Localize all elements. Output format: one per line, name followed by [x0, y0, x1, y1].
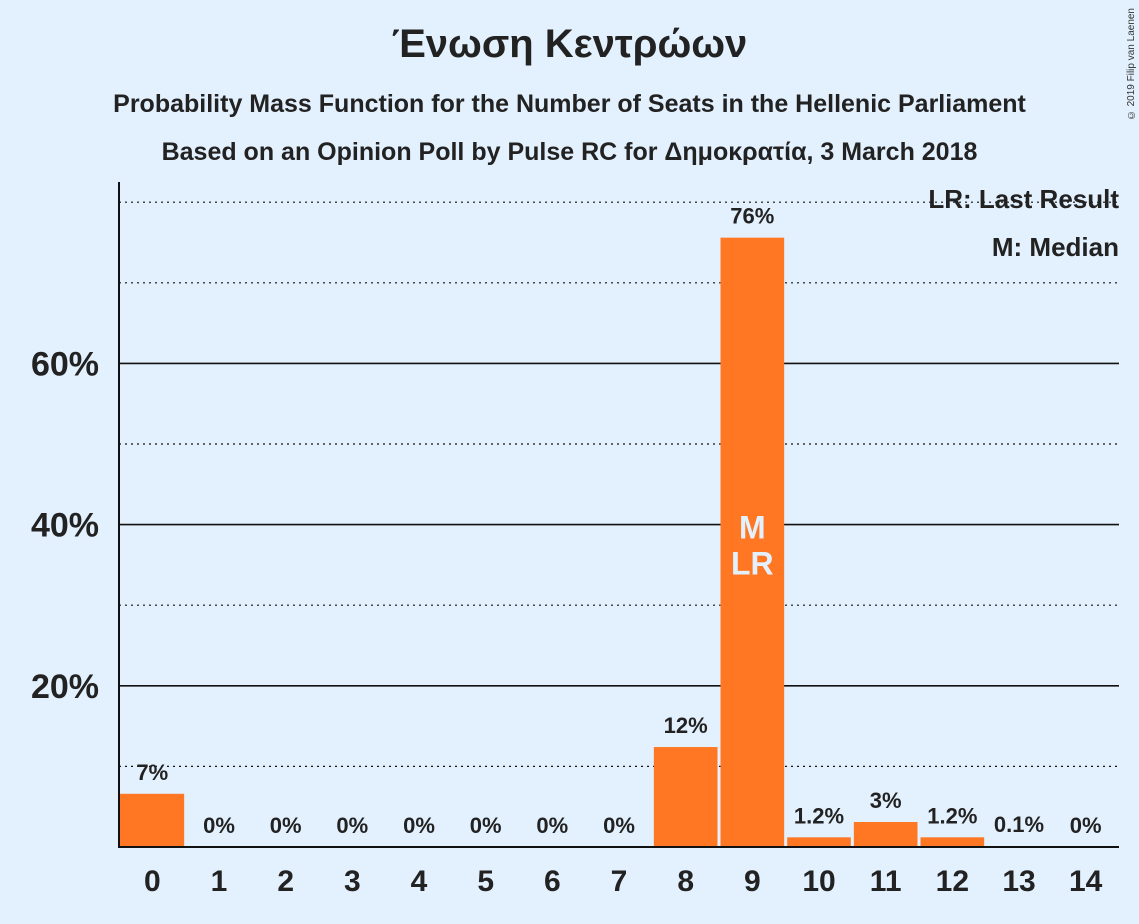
x-tick-label: 5 — [477, 865, 494, 898]
x-tick-label: 7 — [611, 865, 628, 898]
bar-value-label: 7% — [136, 760, 168, 785]
chart-subtitle-2: Based on an Opinion Poll by Pulse RC for… — [161, 138, 978, 166]
x-tick-label: 8 — [677, 865, 694, 898]
bar-value-label: 76% — [730, 204, 774, 229]
bar-value-label: 0% — [603, 813, 635, 838]
bar — [119, 793, 185, 847]
bar-value-label: 1.2% — [794, 803, 844, 828]
x-tick-label: 12 — [936, 865, 969, 898]
bar — [787, 837, 851, 847]
bar-value-label: 0% — [1070, 813, 1102, 838]
bar-value-label: 0% — [336, 813, 368, 838]
y-tick-label: 60% — [31, 345, 99, 383]
bar-value-label: 12% — [664, 713, 708, 738]
legend-median: M: Median — [991, 232, 1119, 262]
bar — [720, 237, 785, 847]
x-tick-label: 13 — [1002, 865, 1035, 898]
bar-value-label: 0% — [203, 813, 235, 838]
x-tick-label: 10 — [802, 865, 835, 898]
x-tick-label: 9 — [744, 865, 761, 898]
y-tick-label: 40% — [31, 507, 99, 545]
bar — [920, 837, 985, 847]
x-tick-label: 4 — [411, 865, 428, 898]
bar-value-label: 0.1% — [994, 812, 1044, 837]
x-tick-label: 11 — [870, 865, 902, 898]
bar-value-label: 3% — [870, 788, 902, 813]
y-tick-label: 20% — [31, 668, 99, 706]
bar-value-label: 0% — [403, 813, 435, 838]
legend-last-result: LR: Last Result — [928, 184, 1119, 214]
x-tick-label: 6 — [544, 865, 561, 898]
bar-value-label: 1.2% — [927, 803, 977, 828]
x-tick-label: 0 — [144, 865, 161, 898]
median-marker: M — [739, 509, 766, 545]
bar-value-label: 0% — [270, 813, 302, 838]
chart-subtitle: Probability Mass Function for the Number… — [113, 90, 1026, 118]
last-result-marker: LR — [731, 545, 774, 581]
bar-value-label: 0% — [536, 813, 568, 838]
bar — [853, 822, 918, 847]
x-tick-label: 2 — [277, 865, 294, 898]
x-tick-label: 3 — [344, 865, 361, 898]
bar — [653, 747, 718, 847]
x-tick-label: 1 — [211, 865, 228, 898]
bar-value-label: 0% — [470, 813, 502, 838]
x-tick-label: 14 — [1069, 865, 1103, 898]
chart-title: Ένωση Κεντρώων — [391, 22, 748, 66]
